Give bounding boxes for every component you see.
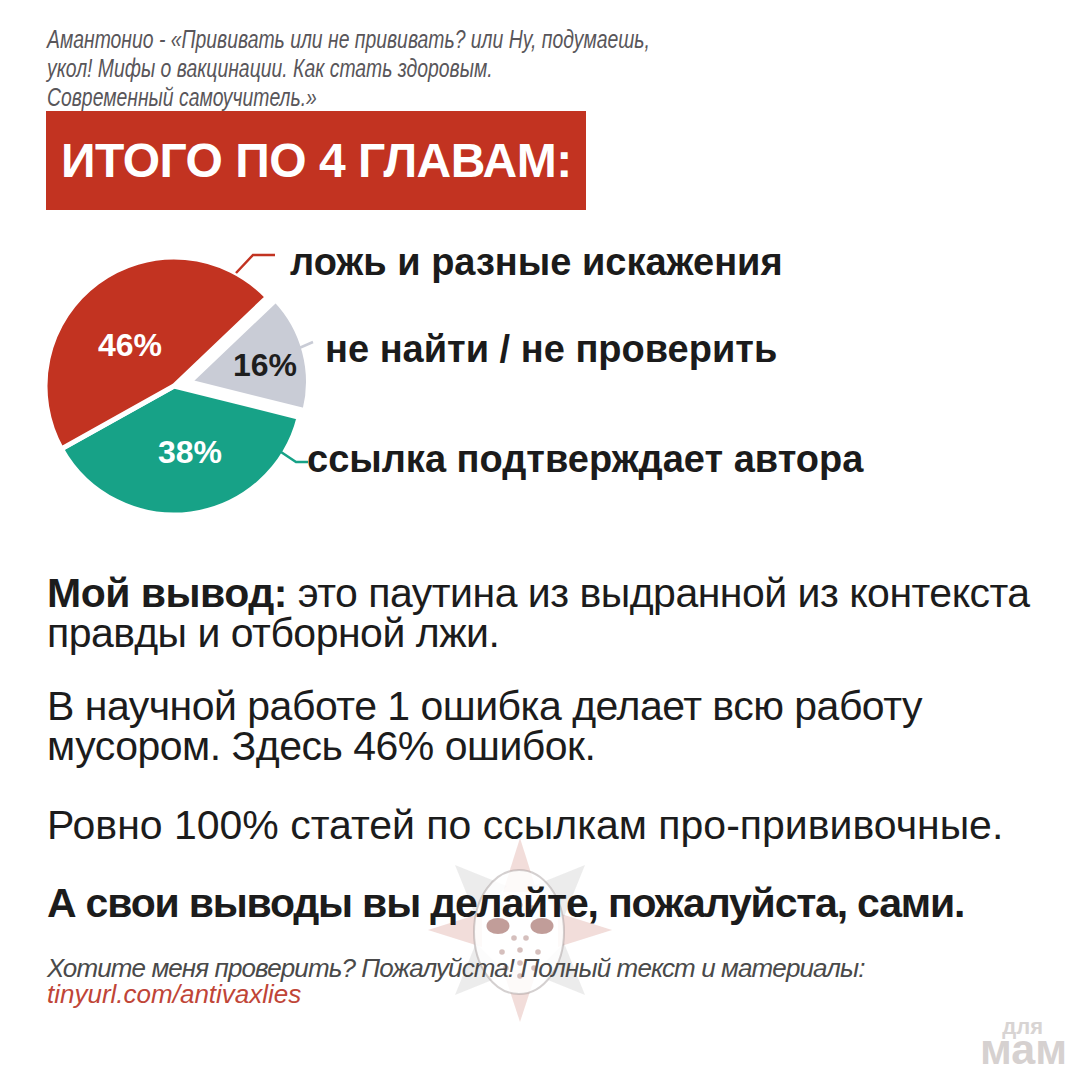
callout-line-red xyxy=(236,255,275,273)
pie-label-red: ложь и разные искажения xyxy=(290,241,783,284)
site-logo: для мам xyxy=(980,1018,1067,1067)
logo-line-mam: мам xyxy=(980,1031,1067,1067)
pie-value-red: 46% xyxy=(98,327,162,364)
watermark-mask-star xyxy=(410,820,630,1040)
conclusion-paragraph: Мой вывод: это паутина из выдранной из к… xyxy=(47,573,1067,653)
tinyurl-link[interactable]: tinyurl.com/antivaxlies xyxy=(47,979,301,1010)
pie-value-teal: 38% xyxy=(158,434,222,471)
paragraph-science: В научной работе 1 ошибка делает всю раб… xyxy=(47,686,1067,766)
pie-label-gray: не найти / не проверить xyxy=(325,328,777,371)
pie-label-teal: ссылка подтверждает автора xyxy=(307,438,863,481)
paragraph-articles: Ровно 100% статей по ссылкам про-прививо… xyxy=(47,805,1067,845)
pie-value-gray: 16% xyxy=(233,347,297,384)
paragraph-callto: А свои выводы вы делайте, пожалуйста, са… xyxy=(47,883,1067,923)
infographic-page: Амантонио - «Прививать или не прививать?… xyxy=(0,0,1080,1080)
callout-line-teal xyxy=(281,452,308,462)
